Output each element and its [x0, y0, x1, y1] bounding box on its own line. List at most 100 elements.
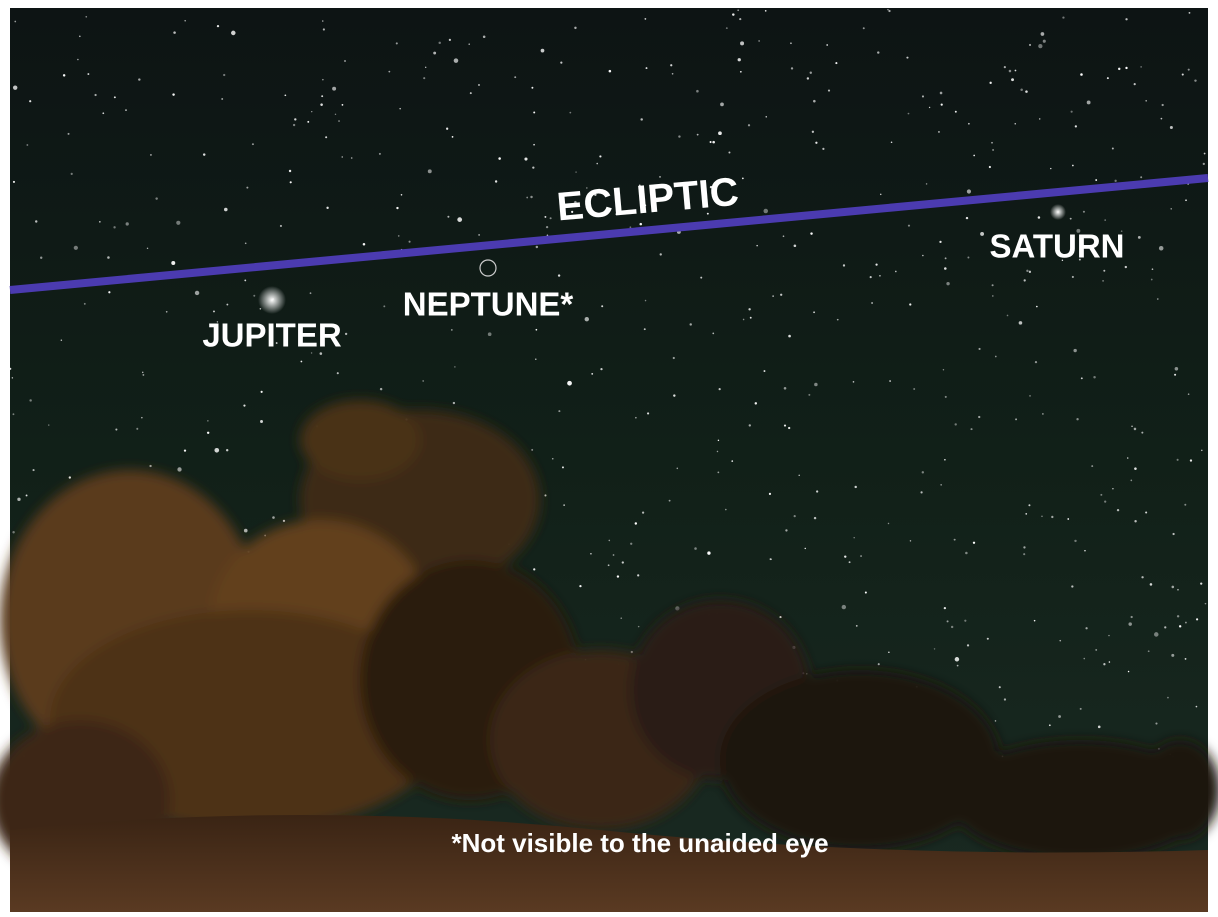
star: [213, 310, 215, 312]
star: [728, 152, 730, 154]
star: [737, 9, 739, 11]
star: [910, 540, 911, 541]
star: [945, 396, 947, 398]
star: [428, 169, 432, 173]
star: [433, 52, 436, 55]
star: [712, 141, 715, 144]
star: [244, 279, 246, 281]
star: [765, 10, 767, 12]
star: [1049, 724, 1051, 726]
star: [922, 255, 924, 257]
star: [261, 391, 263, 393]
star: [670, 64, 672, 66]
star: [929, 107, 930, 108]
star: [1019, 321, 1023, 325]
star: [1184, 504, 1186, 506]
star: [1131, 425, 1133, 427]
star: [638, 626, 639, 627]
star: [166, 311, 168, 313]
star: [1134, 428, 1137, 431]
star: [283, 520, 285, 522]
star: [533, 568, 535, 570]
star: [1125, 67, 1127, 69]
star: [645, 300, 647, 302]
star: [756, 245, 758, 247]
star: [807, 77, 809, 79]
star: [68, 133, 70, 135]
star: [337, 372, 339, 374]
star: [812, 131, 814, 133]
star: [457, 217, 462, 222]
star: [788, 427, 790, 429]
star: [810, 232, 812, 234]
star: [726, 27, 728, 29]
star: [231, 31, 236, 36]
star: [1177, 589, 1179, 591]
star: [719, 388, 721, 390]
star: [79, 36, 81, 38]
star: [816, 490, 818, 492]
photo: ECLIPTIC JUPITER NEPTUNE* SATURN *Not vi…: [0, 0, 1218, 917]
star: [535, 359, 536, 360]
star: [989, 166, 991, 168]
star: [531, 87, 533, 89]
star: [1067, 518, 1069, 520]
star: [1151, 279, 1153, 281]
star: [1028, 504, 1030, 506]
star: [1083, 658, 1085, 660]
star: [748, 124, 750, 126]
star: [108, 291, 110, 293]
star: [290, 181, 292, 183]
star: [173, 31, 176, 34]
star: [967, 189, 971, 193]
star: [970, 428, 972, 430]
star: [13, 85, 17, 89]
star: [790, 42, 792, 44]
star: [1152, 268, 1154, 270]
star: [1157, 298, 1159, 300]
star: [544, 216, 546, 218]
star: [280, 225, 282, 227]
star: [922, 95, 924, 97]
star: [779, 616, 781, 618]
star: [940, 92, 943, 95]
star: [1072, 165, 1074, 167]
star: [673, 357, 675, 359]
star: [1011, 78, 1014, 81]
star: [642, 512, 644, 514]
star: [707, 551, 710, 554]
star: [871, 302, 873, 304]
star: [875, 263, 877, 265]
star: [363, 243, 366, 246]
star: [1194, 79, 1196, 81]
star: [468, 43, 470, 45]
star: [794, 515, 796, 517]
star: [888, 523, 889, 524]
star: [1179, 625, 1181, 627]
star: [1134, 83, 1136, 85]
star: [399, 108, 401, 110]
star: [742, 178, 744, 180]
star: [563, 504, 564, 505]
star: [332, 87, 336, 91]
star: [126, 222, 129, 225]
star: [351, 157, 353, 159]
star: [1023, 546, 1025, 548]
star: [214, 448, 219, 453]
star: [1025, 90, 1028, 93]
star: [763, 370, 765, 372]
star: [1083, 211, 1085, 213]
star: [878, 663, 880, 665]
star: [717, 471, 719, 473]
star: [546, 226, 548, 228]
star: [1023, 553, 1025, 555]
star: [631, 651, 633, 653]
star: [1041, 516, 1043, 518]
star: [141, 417, 143, 419]
star: [1204, 153, 1206, 155]
star: [608, 540, 610, 542]
star: [322, 20, 324, 22]
star: [176, 221, 180, 225]
star: [1062, 16, 1064, 18]
star: [877, 51, 879, 53]
